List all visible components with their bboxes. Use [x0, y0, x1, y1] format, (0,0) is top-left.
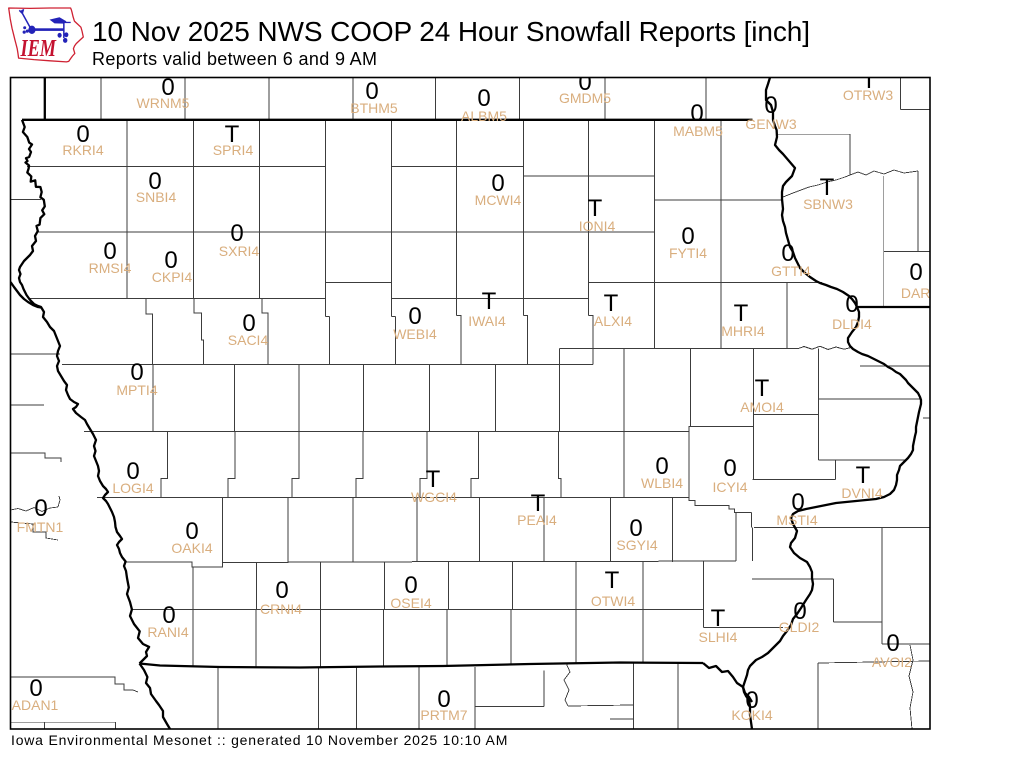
svg-text:T: T	[862, 67, 877, 94]
svg-text:0: 0	[230, 220, 243, 247]
svg-text:T: T	[820, 174, 835, 201]
svg-text:ICYI4: ICYI4	[712, 479, 747, 495]
svg-text:0: 0	[723, 455, 736, 482]
svg-text:MABM5: MABM5	[673, 123, 723, 139]
svg-text:0: 0	[161, 74, 174, 101]
svg-text:RANI4: RANI4	[147, 624, 188, 640]
svg-text:0: 0	[655, 453, 668, 480]
svg-text:IONI4: IONI4	[579, 218, 616, 234]
svg-text:SACI4: SACI4	[228, 332, 269, 348]
svg-text:0: 0	[845, 291, 858, 318]
svg-text:MPTI4: MPTI4	[116, 382, 157, 398]
svg-text:T: T	[588, 195, 603, 222]
svg-text:DARW3: DARW3	[901, 285, 952, 301]
svg-text:SGYI4: SGYI4	[616, 537, 657, 553]
svg-text:WRNM5: WRNM5	[137, 95, 190, 111]
svg-text:0: 0	[578, 69, 591, 96]
svg-text:AVOI2: AVOI2	[872, 654, 912, 670]
svg-text:ADAN1: ADAN1	[12, 697, 59, 713]
svg-text:0: 0	[491, 170, 504, 197]
svg-text:RKRI4: RKRI4	[62, 142, 103, 158]
svg-text:0: 0	[29, 675, 42, 702]
svg-text:0: 0	[404, 572, 417, 599]
svg-text:0: 0	[164, 247, 177, 274]
svg-text:0: 0	[76, 121, 89, 148]
svg-text:T: T	[531, 490, 546, 517]
svg-text:GLDI2: GLDI2	[779, 619, 820, 635]
svg-text:LOGI4: LOGI4	[112, 480, 153, 496]
svg-text:0: 0	[365, 78, 378, 105]
svg-text:0: 0	[793, 598, 806, 625]
svg-text:KOKI4: KOKI4	[731, 707, 772, 723]
svg-text:T: T	[856, 462, 871, 489]
svg-text:SPRI4: SPRI4	[213, 142, 254, 158]
svg-text:PRTM7: PRTM7	[420, 707, 467, 723]
svg-text:CRNI4: CRNI4	[260, 601, 302, 617]
svg-text:OAKI4: OAKI4	[171, 540, 212, 556]
svg-text:DLDI4: DLDI4	[832, 316, 872, 332]
svg-text:0: 0	[690, 100, 703, 127]
svg-text:0: 0	[909, 259, 922, 286]
svg-text:WLBI4: WLBI4	[641, 475, 683, 491]
svg-text:0: 0	[764, 92, 777, 119]
svg-text:BTHM5: BTHM5	[350, 100, 398, 116]
svg-text:0: 0	[34, 495, 47, 522]
svg-text:WEBI4: WEBI4	[393, 326, 437, 342]
svg-text:MSTI4: MSTI4	[776, 512, 817, 528]
svg-text:T: T	[755, 375, 770, 402]
svg-text:T: T	[604, 290, 619, 317]
svg-text:MCWI4: MCWI4	[475, 192, 522, 208]
svg-text:T: T	[711, 605, 726, 632]
svg-text:SBNW3: SBNW3	[803, 196, 853, 212]
svg-text:0: 0	[745, 687, 758, 714]
svg-text:SNBI4: SNBI4	[136, 189, 177, 205]
svg-text:GENW3: GENW3	[745, 116, 797, 132]
svg-text:0: 0	[103, 238, 116, 265]
svg-text:CKPI4: CKPI4	[152, 269, 193, 285]
svg-text:0: 0	[148, 168, 161, 195]
svg-text:0: 0	[162, 602, 175, 629]
svg-text:0: 0	[275, 577, 288, 604]
svg-text:0: 0	[681, 223, 694, 250]
svg-text:ALBM5: ALBM5	[461, 108, 507, 124]
svg-text:T: T	[482, 288, 497, 315]
svg-text:T: T	[734, 300, 749, 327]
svg-text:FYTI4: FYTI4	[669, 245, 707, 261]
svg-text:GTTI4: GTTI4	[771, 263, 811, 279]
svg-text:OSEI4: OSEI4	[390, 595, 431, 611]
svg-text:ALXI4: ALXI4	[594, 313, 632, 329]
svg-text:T: T	[605, 567, 620, 594]
svg-text:FMTN1: FMTN1	[17, 519, 64, 535]
svg-text:OTWI4: OTWI4	[591, 593, 636, 609]
svg-text:IWAI4: IWAI4	[468, 313, 506, 329]
svg-text:0: 0	[408, 303, 421, 330]
svg-text:DVNI4: DVNI4	[841, 485, 882, 501]
svg-text:GMDM5: GMDM5	[559, 90, 611, 106]
svg-text:T: T	[426, 466, 441, 493]
svg-text:0: 0	[886, 630, 899, 657]
svg-text:OTRW3: OTRW3	[843, 87, 894, 103]
svg-text:0: 0	[185, 518, 198, 545]
svg-text:RMSI4: RMSI4	[89, 260, 132, 276]
svg-text:AMOI4: AMOI4	[740, 399, 784, 415]
svg-text:WGCI4: WGCI4	[411, 489, 457, 505]
svg-text:0: 0	[242, 310, 255, 337]
svg-text:MHRI4: MHRI4	[721, 323, 765, 339]
svg-text:PEAI4: PEAI4	[517, 512, 557, 528]
svg-text:SXRI4: SXRI4	[219, 243, 260, 259]
svg-text:0: 0	[781, 240, 794, 267]
svg-text:0: 0	[126, 458, 139, 485]
svg-text:T: T	[225, 121, 240, 148]
svg-text:0: 0	[477, 85, 490, 112]
svg-text:0: 0	[437, 686, 450, 713]
svg-text:0: 0	[791, 489, 804, 516]
svg-text:0: 0	[629, 515, 642, 542]
svg-text:0: 0	[130, 359, 143, 386]
svg-text:SLHI4: SLHI4	[699, 629, 738, 645]
svg-text:IEM: IEM	[20, 36, 58, 62]
